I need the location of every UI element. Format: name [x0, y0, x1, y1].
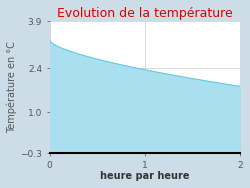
Title: Evolution de la température: Evolution de la température	[57, 7, 233, 20]
Y-axis label: Température en °C: Température en °C	[7, 41, 18, 133]
X-axis label: heure par heure: heure par heure	[100, 171, 190, 181]
